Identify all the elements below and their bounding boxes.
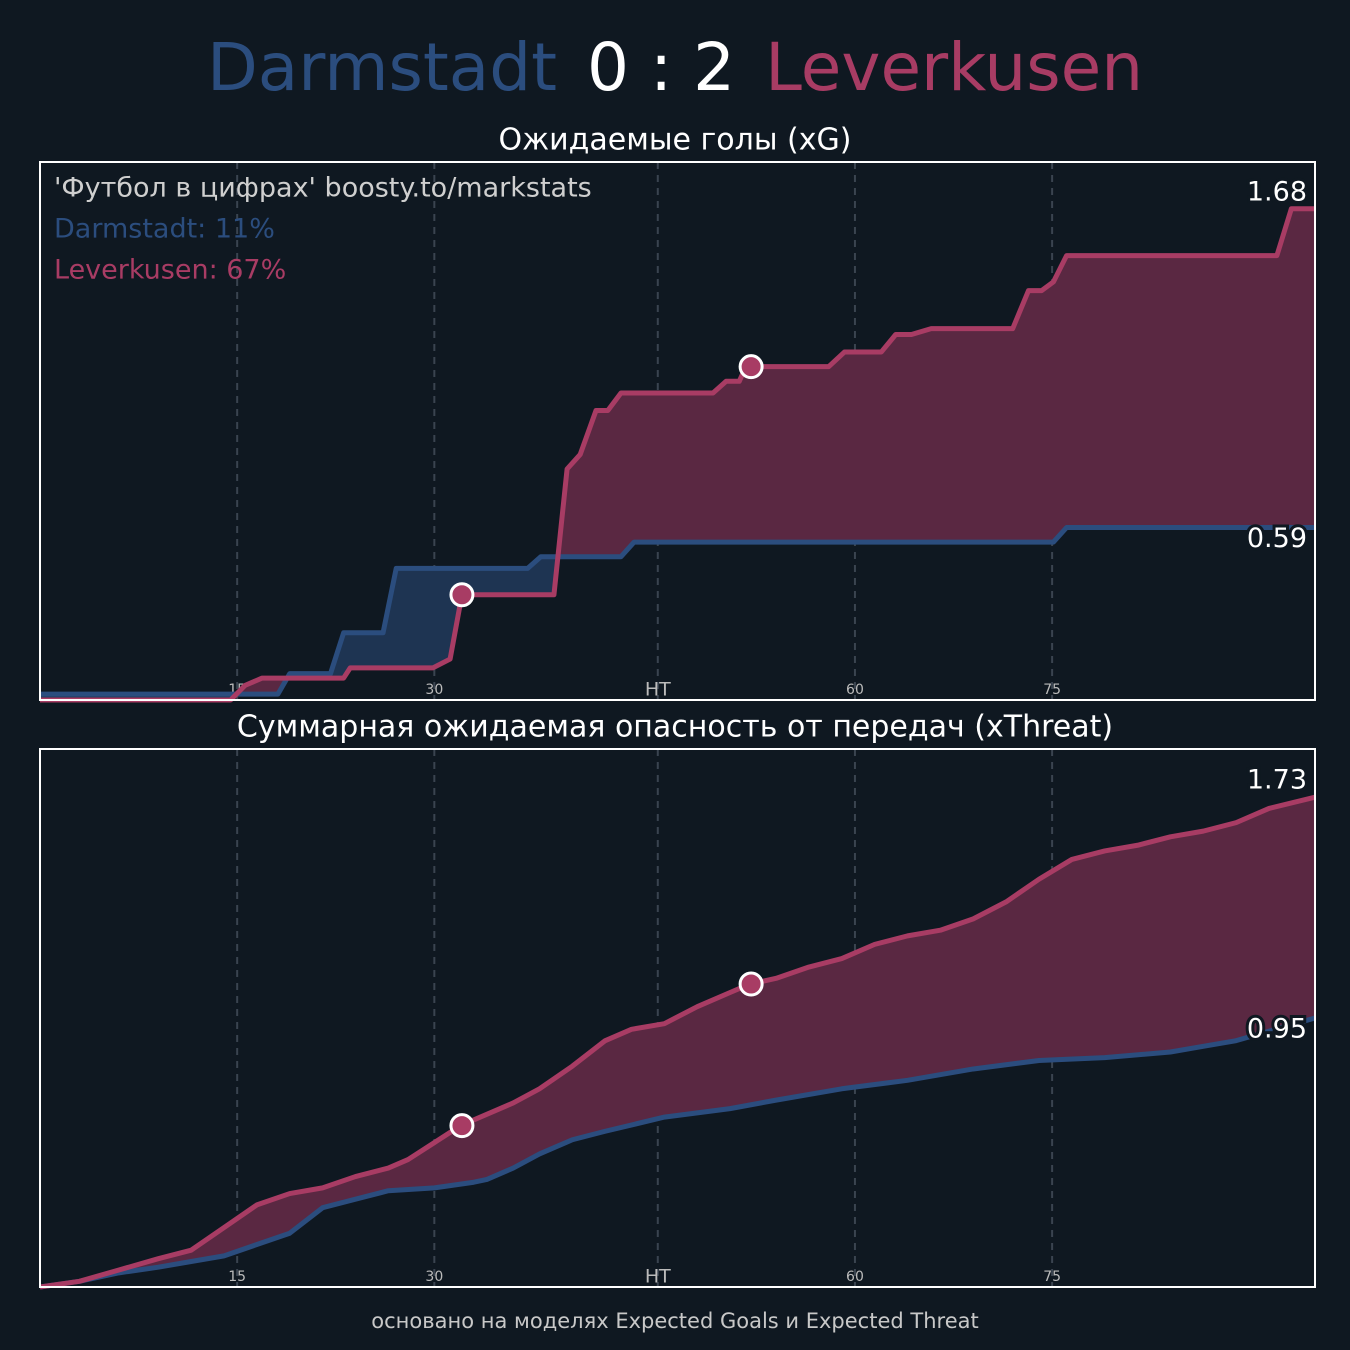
series-line: [40, 206, 1315, 703]
goal-marker: [449, 582, 475, 608]
end-value-label: 0.59: [1247, 523, 1307, 554]
series-line: [40, 524, 1315, 697]
x-tick-label: 75: [1043, 1269, 1061, 1285]
footer: основано на моделях Expected Goals и Exp…: [371, 1309, 978, 1333]
annotation: 'Футбол в цифрах' boosty.to/markstats: [54, 173, 592, 204]
goal-marker: [738, 354, 764, 380]
end-value-label: 1.73: [1247, 765, 1307, 796]
x-tick-label: 30: [425, 682, 443, 698]
x-tick-label: 60: [846, 1269, 864, 1285]
x-tick-label: 30: [425, 1269, 443, 1285]
x-tick-label: HT: [645, 679, 671, 701]
away-team: Leverkusen: [765, 29, 1143, 106]
x-tick-label: 75: [1043, 682, 1061, 698]
series-line: [39, 794, 1316, 1290]
x-tick-label: 15: [228, 1269, 246, 1285]
x-tick-label: 60: [846, 682, 864, 698]
plot-frame: [39, 748, 1316, 1288]
annotation: Leverkusen: 67%: [54, 255, 286, 286]
end-value-label: 0.95: [1247, 1014, 1307, 1045]
series-line: [39, 1015, 1316, 1290]
match-header: Darmstadt 0 : 2 Leverkusen: [207, 29, 1143, 106]
goal-marker: [738, 971, 764, 997]
goal-marker: [449, 1113, 475, 1139]
annotation: Darmstadt: 11%: [54, 214, 275, 245]
x-tick-label: HT: [645, 1266, 671, 1288]
panel-title: Ожидаемые голы (xG): [499, 123, 852, 158]
home-team: Darmstadt: [207, 29, 557, 106]
plot-frame: [39, 161, 1316, 701]
end-value-label: 1.68: [1247, 176, 1307, 207]
panel-title: Суммарная ожидаемая опасность от передач…: [237, 710, 1113, 745]
score: 0 : 2: [587, 29, 735, 106]
